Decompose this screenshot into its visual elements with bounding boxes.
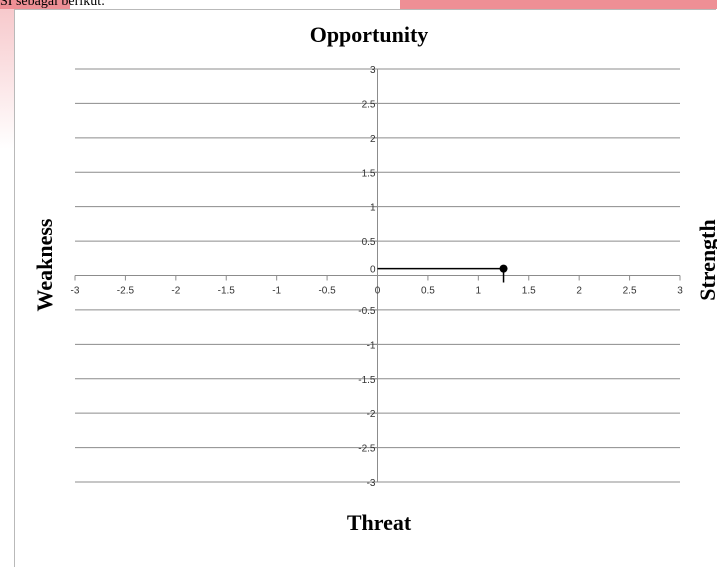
accent-shade — [0, 9, 14, 149]
x-tick-label: -1 — [272, 286, 281, 297]
chart-frame — [14, 9, 716, 567]
y-tick-label: 0.5 — [362, 237, 376, 248]
y-tick-label: 1 — [370, 203, 376, 214]
x-tick-label: -0.5 — [318, 286, 336, 297]
x-tick-label: 2.5 — [623, 286, 637, 297]
x-tick-label: 0.5 — [421, 286, 435, 297]
x-tick-label: -1.5 — [218, 286, 236, 297]
x-tick-label: 3 — [677, 286, 683, 297]
y-tick-label: -2.5 — [358, 444, 376, 455]
x-tick-label: -2 — [171, 286, 180, 297]
data-marks — [377, 264, 508, 283]
y-tick-label: 0 — [370, 265, 376, 276]
x-tick-label: 2 — [576, 286, 582, 297]
x-tick-label: 1 — [476, 286, 482, 297]
y-tick-label: -3 — [367, 478, 376, 489]
x-tick-label: 1.5 — [522, 286, 536, 297]
y-tick-label: -1.5 — [358, 375, 376, 386]
y-tick-label: 3 — [370, 65, 376, 76]
page-caption: SI sebagai berikut: — [0, 0, 105, 9]
accent-bar-left — [0, 0, 70, 9]
quadrant-label-threat: Threat — [347, 510, 412, 535]
quadrant-label-strength: Strength — [695, 219, 717, 301]
quadrant-label-weakness: Weakness — [32, 218, 57, 311]
x-tick-label: -3 — [71, 286, 80, 297]
y-tick-label: 2.5 — [362, 99, 376, 110]
y-tick-label: -0.5 — [358, 306, 376, 317]
x-tick-label: 0 — [375, 286, 381, 297]
axes — [74, 68, 681, 483]
accent-bar-right — [400, 0, 717, 9]
y-tick-label: 2 — [370, 134, 376, 145]
x-tick-label: -2.5 — [117, 286, 135, 297]
y-tick-label: -1 — [367, 340, 376, 351]
quadrant-label-opportunity: Opportunity — [310, 22, 429, 47]
y-tick-label: 1.5 — [362, 168, 376, 179]
tick-labels: -3 -2.5 -2 -1.5 -1 -0.5 0 0.5 1 1.5 2 2.5 3 3 2.5 2 1.5 1… — [71, 65, 684, 489]
data-point — [499, 264, 508, 273]
y-tick-label: -2 — [367, 409, 376, 420]
